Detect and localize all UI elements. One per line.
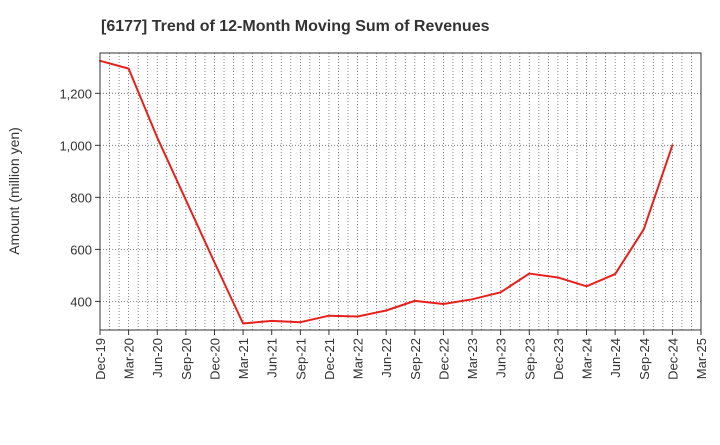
x-tick-label: Mar-20 [122, 338, 137, 379]
y-axis-ticks: 400 600 800 1,000 1,200 [59, 86, 100, 309]
x-tick-label: Dec-22 [436, 338, 451, 380]
x-tick-label: Sep-20 [179, 338, 194, 380]
x-tick-label: Mar-25 [694, 338, 709, 379]
x-tick-label: Sep-21 [293, 338, 308, 380]
x-tick-label: Dec-19 [93, 338, 108, 380]
series-line [99, 59, 674, 325]
x-tick-label: Dec-20 [207, 338, 222, 380]
x-tick-label: Mar-24 [580, 338, 595, 379]
x-tick-label: Dec-23 [551, 338, 566, 380]
y-tick-label: 1,200 [59, 86, 92, 101]
x-tick-label: Mar-22 [351, 338, 366, 379]
x-tick-label: Jun-20 [150, 338, 165, 378]
x-tick-label: Jun-23 [494, 338, 509, 378]
x-axis-ticks: Dec-19 Mar-20 Jun-20 Sep-20 Dec-20 Mar-21 Jun-… [93, 330, 709, 380]
y-axis-label: Amount (million yen) [6, 127, 22, 255]
x-tick-label: Sep-24 [637, 338, 652, 380]
series-layer [99, 59, 674, 325]
x-tick-label: Mar-21 [236, 338, 251, 379]
x-tick-label: Jun-21 [265, 338, 280, 378]
plot-frame [99, 52, 702, 331]
x-tick-label: Dec-24 [665, 338, 680, 380]
y-tick-label: 600 [70, 242, 92, 257]
x-tick-label: Dec-21 [322, 338, 337, 380]
y-tick-label: 400 [70, 294, 92, 309]
y-tick-label: 1,000 [59, 138, 92, 153]
grid [100, 53, 701, 330]
y-tick-label: 800 [70, 190, 92, 205]
chart-title: [6177] Trend of 12-Month Moving Sum of R… [101, 18, 490, 35]
x-tick-label: Sep-22 [408, 338, 423, 380]
x-tick-label: Sep-23 [522, 338, 537, 380]
x-tick-label: Jun-22 [379, 338, 394, 378]
x-tick-label: Mar-23 [465, 338, 480, 379]
x-tick-label: Jun-24 [608, 338, 623, 378]
